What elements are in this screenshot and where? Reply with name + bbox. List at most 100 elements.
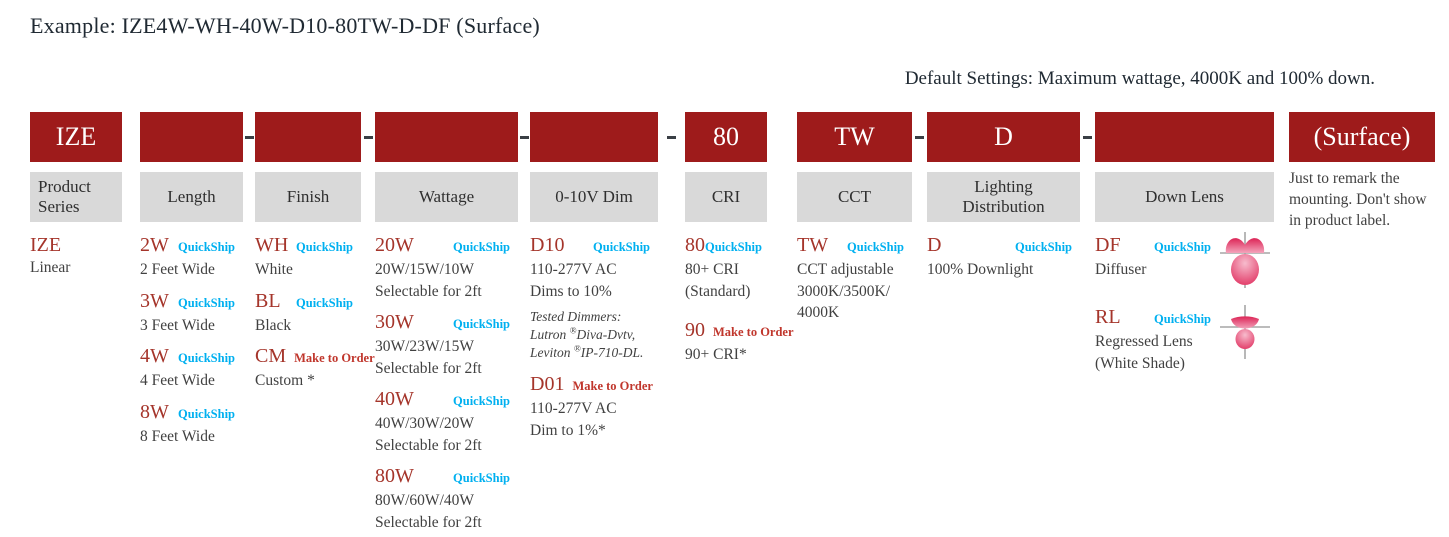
- options-lighting-distribution: D QuickShip 100% Downlight: [927, 233, 1080, 281]
- note-text: IP-710-DL.: [580, 345, 644, 360]
- quickship-tag: QuickShip: [593, 240, 650, 254]
- option-desc: 3 Feet Wide: [140, 316, 215, 334]
- dash-separator: [361, 112, 375, 162]
- dash-icon: [363, 135, 373, 139]
- option-cm: CM Make to Order Custom *: [255, 344, 375, 392]
- option-desc: 110-277V AC: [530, 400, 617, 417]
- options-finish: WH QuickShip White BL QuickShip Black CM: [255, 233, 375, 392]
- option-code: IZE: [30, 234, 62, 256]
- option-desc: White: [255, 261, 293, 278]
- column-label: CRI: [711, 187, 741, 206]
- option-code: BL: [255, 289, 281, 312]
- option-df: DF QuickShip Diffuser: [1095, 232, 1274, 289]
- option-head: 80W QuickShip: [375, 464, 518, 490]
- option-desc: CCT adjustable: [797, 261, 894, 278]
- option-desc: 3000K/3500K/: [797, 282, 890, 300]
- option-desc: 4000K: [797, 304, 840, 321]
- note-text: Leviton: [530, 345, 574, 360]
- option-d: D QuickShip 100% Downlight: [927, 233, 1080, 281]
- option-desc: 20W/15W/10W: [375, 261, 475, 278]
- quickship-tag: QuickShip: [178, 295, 235, 310]
- option-code: D10: [530, 234, 565, 256]
- option-desc: (White Shade): [1095, 354, 1185, 372]
- option-head: D01 Make to Order: [530, 372, 658, 398]
- option-tw: TW QuickShip CCT adjustable 3000K/3500K/…: [797, 233, 912, 324]
- option-2w: 2W QuickShip 2 Feet Wide: [140, 233, 243, 281]
- label-box-down-lens: Down Lens: [1095, 172, 1274, 222]
- code-box-dim: [530, 112, 658, 162]
- column-cct: TW CCT TW QuickShip CCT adjustable 3000K…: [797, 112, 912, 332]
- option-code: 8W: [140, 400, 169, 423]
- option-desc: Custom *: [255, 372, 315, 389]
- option-80w: 80W QuickShip 80W/60W/40W Selectable for…: [375, 464, 518, 533]
- note-text: Diva-Dvtv,: [576, 327, 636, 342]
- regressed-lens-distribution-icon: [1220, 305, 1270, 359]
- option-code: RL: [1095, 306, 1121, 328]
- options-cri: 80 QuickShip 80+ CRI (Standard) 90 Make …: [685, 233, 794, 366]
- column-gap: [1274, 112, 1289, 162]
- label-box-finish: Finish: [255, 172, 361, 222]
- dash-separator: [912, 112, 927, 162]
- option-head: 3W QuickShip: [140, 289, 243, 315]
- option-head: 2W QuickShip: [140, 233, 243, 259]
- option-head: D10 QuickShip: [530, 233, 658, 259]
- option-desc: 30W/23W/15W: [375, 338, 475, 355]
- quickship-tag: QuickShip: [453, 240, 510, 254]
- option-code: 80W: [375, 465, 414, 487]
- option-desc: Selectable for 2ft: [375, 282, 482, 300]
- option-code: WH: [255, 234, 289, 256]
- quickship-tag: QuickShip: [847, 240, 904, 254]
- column-label: Wattage: [418, 187, 475, 206]
- dash-separator: [243, 112, 255, 162]
- dash-separator: [518, 112, 530, 162]
- dash-separator: [1080, 112, 1095, 162]
- label-box-cri: CRI: [685, 172, 767, 222]
- make-to-order-tag: Make to Order: [572, 379, 653, 393]
- option-code: 3W: [140, 289, 169, 312]
- option-head: RL QuickShip: [1095, 305, 1219, 331]
- option-code: 40W: [375, 388, 414, 410]
- option-code: 4W: [140, 345, 169, 367]
- default-settings-note: Default Settings: Maximum wattage, 4000K…: [904, 68, 1375, 89]
- option-desc: (Standard): [685, 282, 751, 300]
- column-label: Lighting Distribution: [962, 177, 1045, 216]
- option-3w: 3W QuickShip 3 Feet Wide: [140, 289, 243, 337]
- quickship-tag: QuickShip: [178, 240, 235, 254]
- column-label: CCT: [837, 187, 872, 206]
- option-desc: Selectable for 2ft: [375, 359, 482, 377]
- option-code: CM: [255, 345, 287, 367]
- surface-mounting-note: Just to remark the mounting. Don't show …: [1289, 170, 1427, 229]
- option-desc: 80W/60W/40W: [375, 492, 475, 509]
- code-box-cct: TW: [797, 112, 912, 162]
- option-desc: Diffuser: [1095, 261, 1147, 278]
- dash-separator: [658, 112, 685, 162]
- options-product-series: IZE Linear: [30, 233, 122, 279]
- tested-dimmers-note: Tested Dimmers: Lutron ®Diva-Dvtv, Levit…: [530, 308, 658, 362]
- option-head: 8W QuickShip: [140, 400, 243, 426]
- code-box-lighting-distribution: D: [927, 112, 1080, 162]
- option-text: DF QuickShip Diffuser: [1095, 233, 1219, 281]
- code-box-text: D: [994, 122, 1013, 151]
- option-ize: IZE Linear: [30, 233, 122, 279]
- option-head: CM Make to Order: [255, 344, 375, 370]
- option-head: IZE: [30, 233, 122, 257]
- ordering-code-grid: IZE Product Series IZE Linear Length: [30, 112, 1435, 537]
- option-head: BL QuickShip: [255, 289, 361, 315]
- option-desc: Black: [255, 316, 292, 334]
- dash-icon: [519, 135, 529, 139]
- quickship-tag: QuickShip: [178, 351, 235, 365]
- option-head: D QuickShip: [927, 233, 1080, 259]
- quickship-tag: QuickShip: [1015, 240, 1072, 254]
- option-head: 80 QuickShip: [685, 233, 767, 259]
- option-code: 2W: [140, 234, 169, 256]
- column-label: Finish: [286, 187, 330, 206]
- option-8w: 8W QuickShip 8 Feet Wide: [140, 400, 243, 448]
- label-box-product-series: Product Series: [30, 172, 122, 222]
- option-code: 20W: [375, 234, 414, 256]
- dash-icon: [244, 135, 254, 139]
- option-code: 90: [685, 319, 705, 341]
- code-box-length: [140, 112, 243, 162]
- option-head: 20W QuickShip: [375, 233, 518, 259]
- note-text: Lutron: [530, 327, 570, 342]
